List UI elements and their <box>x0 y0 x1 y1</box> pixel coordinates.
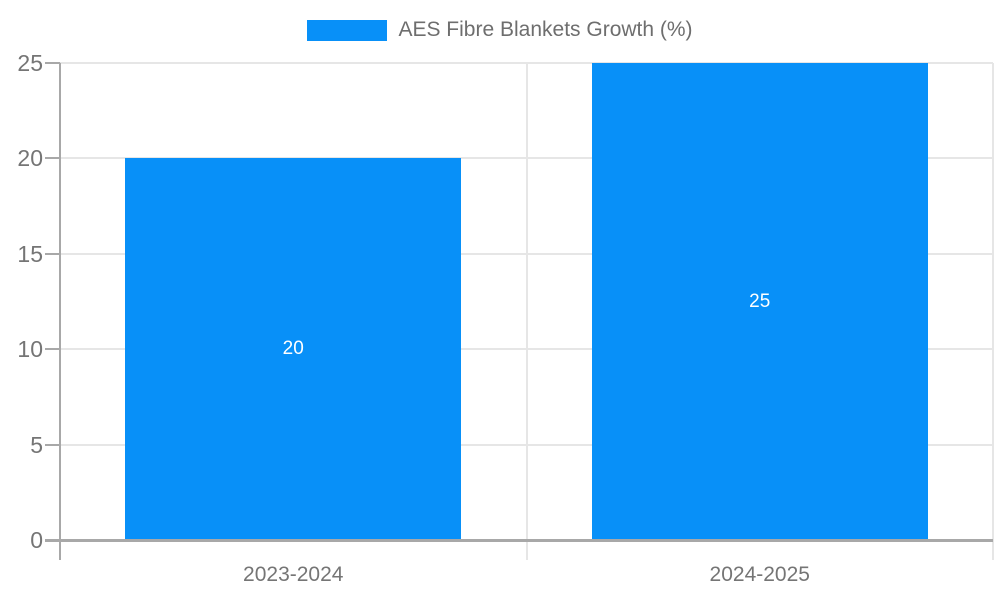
y-axis-label: 5 <box>30 431 43 458</box>
category-separator <box>525 63 528 560</box>
y-axis-label: 25 <box>17 50 43 76</box>
legend-swatch <box>307 19 388 41</box>
x-axis-label: 2023-2024 <box>243 563 344 586</box>
legend-label: AES Fibre Blankets Growth (%) <box>398 18 693 41</box>
y-axis-label: 10 <box>17 336 43 363</box>
y-axis-tick <box>45 443 60 446</box>
y-axis-label: 15 <box>17 240 43 267</box>
y-axis-line <box>59 63 61 560</box>
y-axis-tick <box>45 157 60 160</box>
y-axis-label: 20 <box>17 145 43 172</box>
legend[interactable]: AES Fibre Blankets Growth (%) <box>0 18 1000 42</box>
bar-value-label: 20 <box>282 338 304 360</box>
bar[interactable] <box>591 63 928 540</box>
x-axis-label: 2024-2025 <box>709 563 810 586</box>
bar-value-label: 25 <box>749 290 771 312</box>
bar[interactable] <box>125 158 462 540</box>
y-axis-label: 0 <box>30 527 43 553</box>
x-axis-line <box>45 539 993 542</box>
y-axis-tick <box>45 62 60 64</box>
plot-right-border <box>992 63 994 560</box>
y-axis-tick <box>45 348 60 351</box>
y-axis-tick <box>45 252 60 255</box>
